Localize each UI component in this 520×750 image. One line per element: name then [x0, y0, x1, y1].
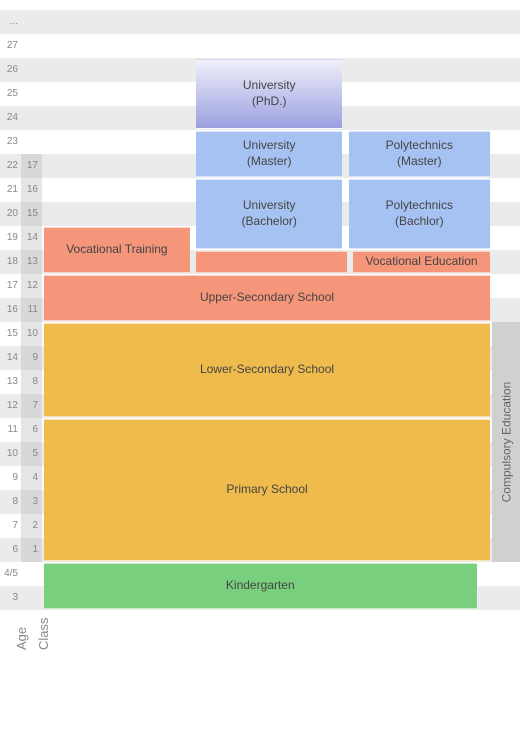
age-label: 13	[0, 376, 18, 387]
class-label: 17	[22, 160, 38, 171]
block-voc-training: Vocational Training	[44, 227, 190, 273]
age-label: 17	[0, 280, 18, 291]
class-label: 2	[22, 520, 38, 531]
block-label: Lower-Secondary School	[200, 362, 334, 378]
age-label: 27	[0, 40, 18, 51]
class-label: 11	[22, 304, 38, 315]
block-label: University (PhD.)	[243, 78, 296, 109]
age-axis-title: Age	[14, 627, 29, 650]
age-label: 9	[0, 472, 18, 483]
class-label: 9	[22, 352, 38, 363]
age-label: 26	[0, 64, 18, 75]
block-lower-secondary: Lower-Secondary School	[44, 323, 490, 417]
age-label: 22	[0, 160, 18, 171]
age-label: 14	[0, 352, 18, 363]
block-label: Polytechnics (Master)	[386, 138, 453, 169]
age-label: ...	[0, 16, 18, 27]
age-label: 3	[0, 592, 18, 603]
block-voc-education: Vocational Education	[353, 251, 490, 273]
compulsory-education-label: Compulsory Education	[499, 382, 513, 503]
age-label: 25	[0, 88, 18, 99]
age-label: 24	[0, 112, 18, 123]
class-label: 4	[22, 472, 38, 483]
age-label: 10	[0, 448, 18, 459]
block-label: Primary School	[226, 482, 307, 498]
class-label: 7	[22, 400, 38, 411]
class-axis-title: Class	[36, 617, 51, 650]
class-label: 10	[22, 328, 38, 339]
block-label: Kindergarten	[226, 578, 295, 594]
age-label: 21	[0, 184, 18, 195]
block-uni-phd: University (PhD.)	[196, 59, 342, 129]
block-uni-master: University (Master)	[196, 131, 342, 177]
block-poly-master: Polytechnics (Master)	[349, 131, 490, 177]
education-system-chart: Compulsory Education Kindergarten Primary …	[0, 0, 520, 750]
age-label: 19	[0, 232, 18, 243]
class-label: 15	[22, 208, 38, 219]
block-kindergarten: Kindergarten	[44, 563, 477, 609]
block-uni-bachelor: University (Bachelor)	[196, 179, 342, 249]
class-label: 3	[22, 496, 38, 507]
block-primary: Primary School	[44, 419, 490, 561]
block-poly-bachelor: Polytechnics (Bachlor)	[349, 179, 490, 249]
block-label: Vocational Training	[66, 242, 167, 258]
class-label: 8	[22, 376, 38, 387]
age-label: 8	[0, 496, 18, 507]
block-label: Vocational Education	[366, 254, 478, 270]
age-label: 20	[0, 208, 18, 219]
age-label: 12	[0, 400, 18, 411]
block-upper-secondary: Upper-Secondary School	[44, 275, 490, 321]
age-label: 18	[0, 256, 18, 267]
class-label: 12	[22, 280, 38, 291]
block-label: Upper-Secondary School	[200, 290, 334, 306]
class-label: 13	[22, 256, 38, 267]
age-label: 23	[0, 136, 18, 147]
age-label: 15	[0, 328, 18, 339]
block-label: Polytechnics (Bachlor)	[386, 198, 453, 229]
compulsory-education-band: Compulsory Education	[492, 322, 520, 562]
block-gap	[196, 251, 346, 273]
class-label: 6	[22, 424, 38, 435]
row-stripe	[0, 10, 520, 34]
class-label: 5	[22, 448, 38, 459]
age-label: 6	[0, 544, 18, 555]
class-label: 1	[22, 544, 38, 555]
age-label: 11	[0, 424, 18, 435]
age-label: 7	[0, 520, 18, 531]
class-label: 16	[22, 184, 38, 195]
age-label: 16	[0, 304, 18, 315]
block-label: University (Bachelor)	[242, 198, 297, 229]
row-stripe	[0, 34, 520, 58]
class-label: 14	[22, 232, 38, 243]
block-label: University (Master)	[243, 138, 296, 169]
age-label: 4/5	[0, 568, 18, 579]
